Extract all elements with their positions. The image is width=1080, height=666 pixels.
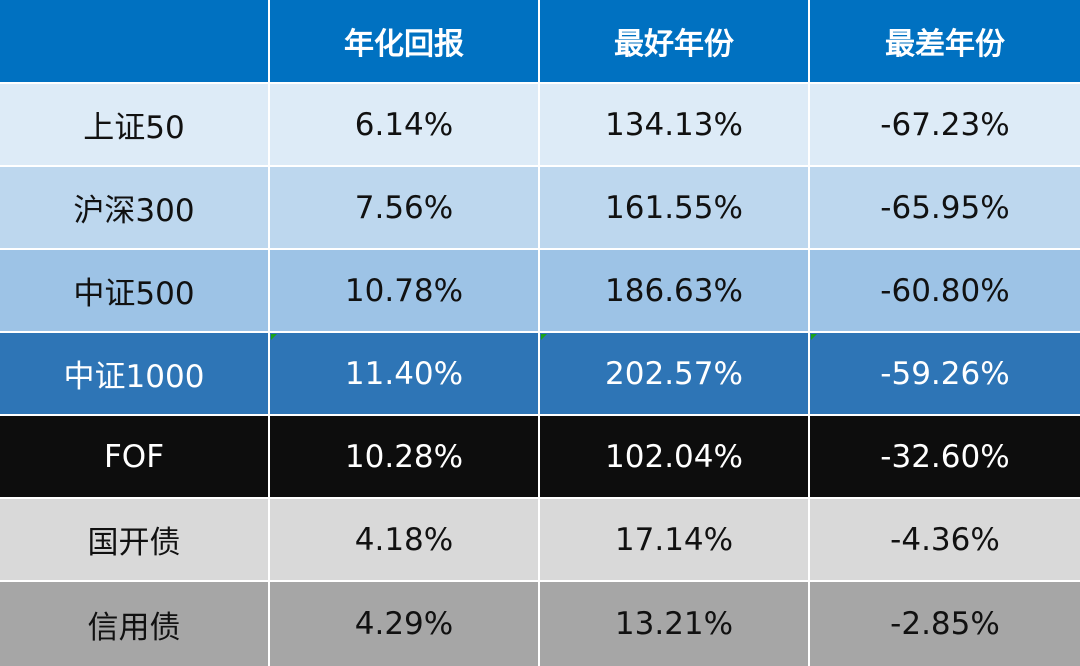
worst-year-cell: -2.85% [810,582,1080,666]
annualized-return-cell: 4.18% [270,499,540,582]
annualized-return-cell: 6.14% [270,84,540,167]
annualized-return-cell: 11.40% [270,333,540,416]
best-year-cell: 186.63% [540,250,810,333]
header-cell-annualized-return: 年化回报 [270,0,540,84]
best-year-cell: 102.04% [540,416,810,499]
header-cell-best-year: 最好年份 [540,0,810,84]
row-label: 上证50 [0,84,270,167]
header-cell-blank [0,0,270,84]
annualized-return-cell: 7.56% [270,167,540,250]
best-year-cell: 17.14% [540,499,810,582]
worst-year-cell: -67.23% [810,84,1080,167]
worst-year-cell: -32.60% [810,416,1080,499]
best-year-cell: 13.21% [540,582,810,666]
best-year-cell: 202.57% [540,333,810,416]
annualized-return-cell: 10.28% [270,416,540,499]
cell-indicator-mark [271,334,277,340]
worst-year-cell: -4.36% [810,499,1080,582]
annualized-return-cell: 4.29% [270,582,540,666]
row-label: 信用债 [0,582,270,666]
annualized-return-cell: 10.78% [270,250,540,333]
worst-year-cell: -65.95% [810,167,1080,250]
best-year-cell: 161.55% [540,167,810,250]
worst-year-cell: -60.80% [810,250,1080,333]
cell-indicator-mark [541,334,547,340]
cell-indicator-mark [811,334,817,340]
row-label: 国开债 [0,499,270,582]
row-label: 中证500 [0,250,270,333]
row-label: 沪深300 [0,167,270,250]
best-year-cell: 134.13% [540,84,810,167]
row-label: FOF [0,416,270,499]
row-label: 中证1000 [0,333,270,416]
header-cell-worst-year: 最差年份 [810,0,1080,84]
worst-year-cell: -59.26% [810,333,1080,416]
